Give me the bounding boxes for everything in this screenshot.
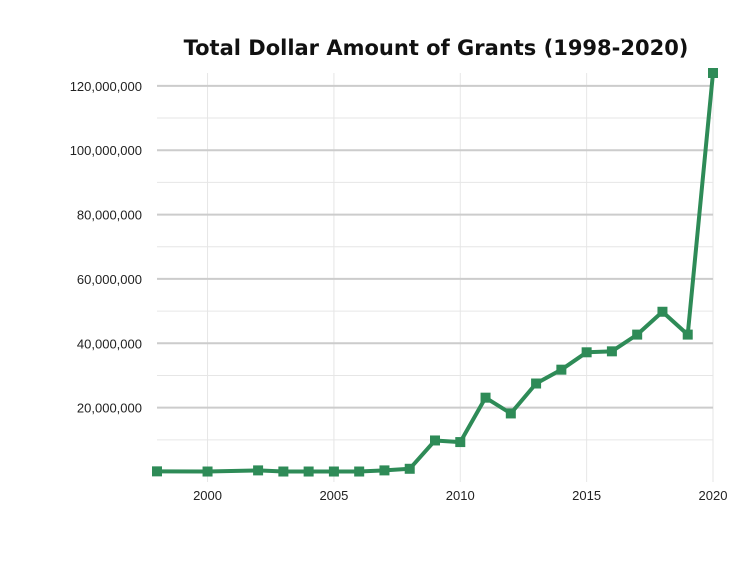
data-point-marker xyxy=(202,466,213,477)
data-point-marker xyxy=(303,466,314,477)
x-tick-label: 2000 xyxy=(193,488,222,503)
data-point-marker xyxy=(682,329,693,340)
data-point-marker xyxy=(505,408,516,419)
data-point-marker xyxy=(430,435,440,446)
y-tick-label: 20,000,000 xyxy=(77,401,142,416)
x-axis-tick-labels: 2000 2005 2010 2015 2020 xyxy=(193,488,727,503)
data-point-marker xyxy=(379,465,390,476)
data-point-marker xyxy=(328,466,339,477)
data-point-marker xyxy=(581,347,592,358)
data-point-marker xyxy=(606,346,617,357)
grid-lines xyxy=(157,73,714,482)
y-axis-tick-labels: 20,000,000 40,000,000 60,000,000 80,000,000… xyxy=(70,79,142,416)
series-line xyxy=(155,71,715,474)
x-tick-label: 2005 xyxy=(319,488,348,503)
data-point-marker xyxy=(531,378,542,389)
data-point-marker xyxy=(253,465,264,476)
data-point-marker xyxy=(657,306,668,317)
data-point-marker xyxy=(152,466,162,477)
data-point-marker xyxy=(354,466,365,477)
chart-title: Total Dollar Amount of Grants (1998-2020… xyxy=(184,36,689,60)
data-point-marker xyxy=(480,392,491,403)
x-tick-label: 2010 xyxy=(446,488,475,503)
data-point-marker xyxy=(632,329,643,340)
data-point-marker xyxy=(278,466,289,477)
x-tick-label: 2020 xyxy=(699,488,728,503)
data-point-marker xyxy=(455,437,466,448)
data-point-marker xyxy=(556,364,567,375)
x-tick-label: 2015 xyxy=(572,488,601,503)
series-total-grants xyxy=(152,68,718,477)
data-point-marker xyxy=(708,68,718,78)
y-tick-label: 100,000,000 xyxy=(70,143,142,158)
y-tick-label: 80,000,000 xyxy=(77,208,142,223)
data-point-marker xyxy=(404,463,415,474)
y-tick-label: 60,000,000 xyxy=(77,272,142,287)
y-tick-label: 40,000,000 xyxy=(77,336,142,351)
y-tick-label: 120,000,000 xyxy=(70,79,142,94)
